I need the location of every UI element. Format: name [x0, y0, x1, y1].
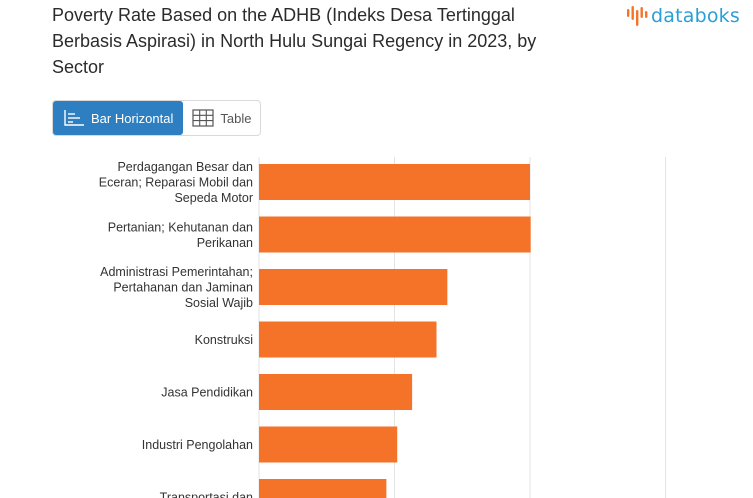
bar-2[interactable]	[259, 269, 448, 305]
chart-title: Poverty Rate Based on the ADHB (Indeks D…	[52, 5, 537, 77]
bar-1[interactable]	[259, 216, 531, 253]
bar-0[interactable]	[259, 164, 530, 200]
category-label-0: Perdagangan Besar dan Eceran; Reparasi Mo…	[99, 160, 253, 205]
bar-horizontal-button[interactable]: Bar Horizontal	[53, 101, 184, 135]
category-label-2: Administrasi Pemerintahan; Pertahanan dan…	[100, 265, 253, 310]
table-icon	[192, 109, 214, 127]
bar-horizontal-label: Bar Horizontal	[91, 110, 174, 126]
databoks-logo[interactable]: databoks	[626, 4, 740, 28]
databoks-logo-icon	[627, 6, 648, 26]
bar-5[interactable]	[259, 426, 398, 463]
category-label-6: Transportasi dan	[160, 491, 253, 498]
category-label-5: Industri Pengolahan	[142, 438, 253, 452]
category-label-4: Jasa Pendidikan	[161, 386, 253, 400]
bar-3[interactable]	[259, 321, 437, 358]
category-label-1: Pertanian; Kehutanan dan Perikanan	[108, 220, 253, 250]
view-toggle: Bar Horizontal Table	[52, 100, 262, 136]
bar-6[interactable]	[259, 479, 387, 498]
bar-4[interactable]	[259, 374, 413, 410]
bar-chart-icon	[64, 110, 84, 126]
table-button[interactable]: Table	[183, 101, 260, 135]
table-label: Table	[220, 110, 252, 126]
category-label-3: Konstruksi	[195, 333, 253, 347]
logo-text: databoks	[651, 5, 740, 27]
